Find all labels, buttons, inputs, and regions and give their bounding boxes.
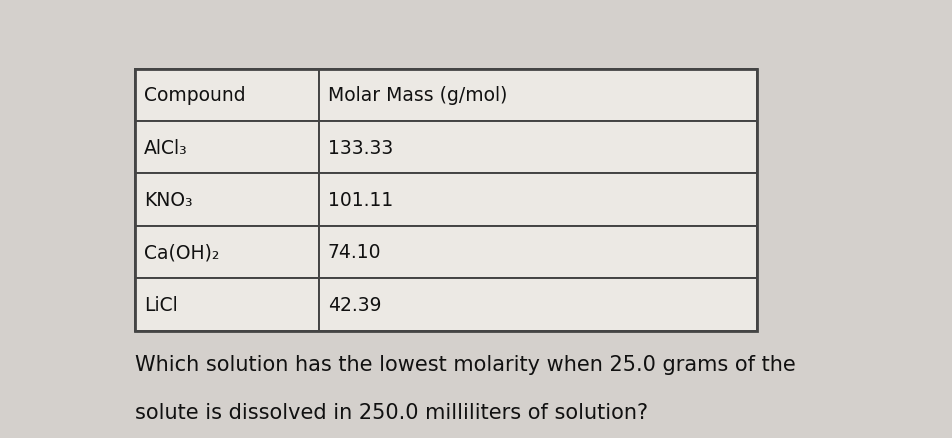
Bar [319,174,757,226]
Bar [135,279,319,331]
Text: KNO₃: KNO₃ [144,191,192,210]
Bar [319,226,757,279]
Bar [135,69,319,122]
Bar [135,174,319,226]
Text: 74.10: 74.10 [327,243,381,262]
Text: Ca(OH)₂: Ca(OH)₂ [144,243,220,262]
Bar [319,122,757,174]
Bar [135,226,319,279]
Bar [135,69,757,331]
Text: Which solution has the lowest molarity when 25.0 grams of the: Which solution has the lowest molarity w… [135,354,796,374]
Text: LiCl: LiCl [144,295,178,314]
Bar [319,279,757,331]
Bar [135,122,319,174]
Text: Molar Mass (g/mol): Molar Mass (g/mol) [327,86,506,105]
Bar [319,69,757,122]
Text: AlCl₃: AlCl₃ [144,138,188,157]
Text: solute is dissolved in 250.0 milliliters of solution?: solute is dissolved in 250.0 milliliters… [135,402,648,422]
Text: 133.33: 133.33 [327,138,393,157]
Text: Compound: Compound [144,86,246,105]
Text: 101.11: 101.11 [327,191,393,210]
Text: 42.39: 42.39 [327,295,381,314]
